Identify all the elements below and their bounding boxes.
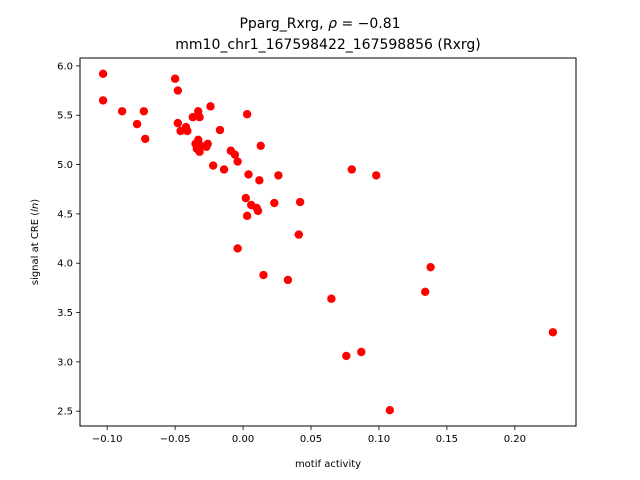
plot-area (79, 57, 577, 427)
data-point (173, 86, 183, 95)
data-point (242, 211, 252, 221)
data-point (420, 287, 430, 297)
data-point (256, 141, 265, 151)
y-axis-ticks: 2.5 3.0 3.5 4.0 4.5 5.0 5.5 6.0 (57, 61, 80, 418)
data-point (259, 270, 268, 280)
data-point (139, 107, 149, 116)
data-point (188, 112, 197, 122)
data-point (274, 171, 283, 180)
data-point (141, 134, 150, 144)
data-point (183, 126, 192, 136)
data-point (426, 262, 435, 272)
y-axis-label: signal at CRE (ln) (30, 199, 41, 285)
data-point (170, 74, 180, 83)
y-tick-label: 2.5 (57, 407, 73, 418)
axes-frame (79, 57, 577, 427)
y-tick-label: 4.5 (57, 209, 73, 220)
data-point (327, 294, 336, 303)
y-tick-label: 3.0 (57, 357, 73, 368)
data-point (233, 157, 242, 166)
data-point (208, 161, 218, 170)
data-point (117, 107, 127, 116)
x-tick-label: 0.05 (300, 434, 322, 445)
chart-title-line2: mm10_chr1_167598422_167598856 (Rxrg) (175, 37, 480, 53)
data-point (372, 171, 381, 180)
data-point (203, 139, 212, 149)
data-point (241, 193, 250, 203)
data-point (98, 69, 108, 78)
data-point (230, 150, 240, 159)
data-point (206, 102, 215, 111)
data-point (294, 230, 303, 239)
data-point (347, 165, 356, 174)
data-point (270, 198, 279, 208)
x-axis-label: motif activity (295, 459, 361, 470)
data-point (253, 206, 263, 216)
data-point (548, 328, 558, 337)
y-tick-label: 3.5 (57, 308, 73, 319)
x-axis-ticks: −0.10 −0.05 0.00 0.05 0.10 0.15 0.20 (92, 426, 526, 445)
x-tick-label: −0.10 (92, 434, 123, 445)
data-point (233, 244, 242, 253)
x-tick-label: 0.20 (504, 434, 526, 445)
x-tick-label: 0.00 (232, 434, 254, 445)
data-point (173, 118, 183, 128)
data-point (215, 125, 225, 135)
data-point (242, 110, 252, 119)
y-tick-label: 5.5 (57, 111, 73, 122)
data-point (132, 119, 142, 129)
data-point (342, 351, 351, 361)
x-tick-label: 0.15 (436, 434, 458, 445)
data-point (219, 165, 229, 174)
y-tick-label: 4.0 (57, 259, 73, 270)
data-point (195, 112, 204, 122)
data-point (357, 347, 366, 357)
data-point (255, 176, 264, 185)
data-point (385, 406, 395, 415)
y-tick-label: 5.0 (57, 160, 73, 171)
x-tick-label: 0.10 (368, 434, 390, 445)
chart-title-line1: Pparg_Rxrg, ρ = −0.81 (239, 16, 400, 32)
data-point (295, 197, 305, 207)
y-tick-label: 6.0 (57, 61, 73, 72)
data-point (283, 275, 293, 285)
data-points (98, 69, 558, 415)
data-point (98, 96, 108, 105)
data-point (244, 170, 253, 179)
x-tick-label: −0.05 (160, 434, 191, 445)
